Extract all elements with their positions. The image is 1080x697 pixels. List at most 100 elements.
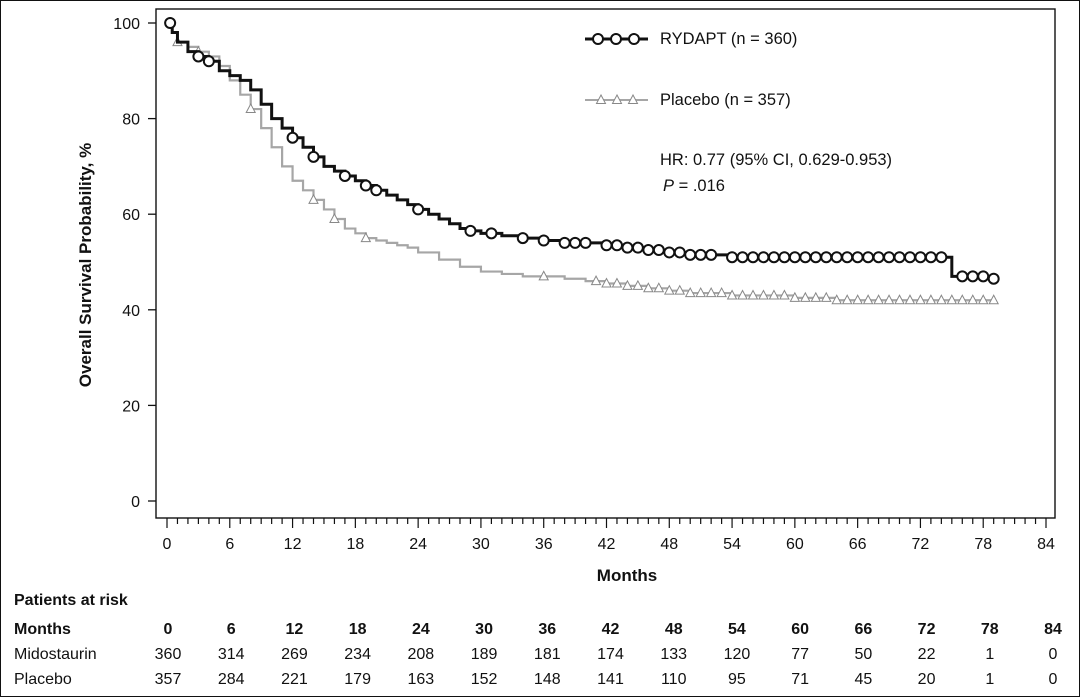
x-axis-title: Months [597,566,657,585]
censor-mark-placebo [779,289,790,300]
censor-mark-rydapt [820,251,833,264]
x-tick-label: 30 [472,536,490,553]
censor-mark-placebo [831,294,843,305]
censor-mark-placebo [977,294,989,305]
censor-mark-rydapt [485,227,498,240]
risk-cell: 22 [918,646,936,663]
censor-mark-placebo [946,294,958,305]
censor-mark-placebo [768,289,780,300]
censor-mark-rydapt [370,184,383,197]
p-value-annotation: P = .016 [663,177,725,195]
x-tick-label: 54 [723,536,741,553]
censor-mark-rydapt [767,251,780,264]
censor-mark-rydapt [872,251,885,264]
legend-triangle [627,93,639,104]
censor-mark-rydapt [924,251,937,264]
censor-mark-placebo [936,294,947,305]
risk-cell: 357 [155,671,182,688]
censor-mark-placebo [611,277,623,288]
censor-mark-rydapt [579,236,592,249]
censor-mark-placebo [820,291,832,302]
risk-cell: 208 [408,646,435,663]
risk-table-cells: 0 6 12 18 24 30 36 42 48 54 60 66 72 78 84 360 314 269 234… [155,621,1062,688]
censor-mark-rydapt [202,55,215,68]
risk-cell: 71 [791,671,809,688]
x-tick-label: 84 [1037,536,1055,553]
risk-cell: 360 [155,646,182,663]
legend: RYDAPT (n = 360) Placebo (n = 357) [585,30,797,109]
censor-mark-placebo [810,291,822,302]
censor-mark-rydapt [809,251,822,264]
x-axis: 0 6 12 18 24 30 36 42 48 54 60 66 72 78 84 [163,518,1055,553]
censor-mark-rydapt [987,272,1000,285]
censor-mark-rydapt [851,251,864,264]
y-axis: 0 20 40 60 80 100 [113,16,156,511]
risk-cell: 77 [791,646,809,663]
risk-cell: 174 [597,646,624,663]
censor-mark-placebo [674,284,686,295]
censor-mark-rydapt [192,50,205,63]
censor-mark-placebo [758,289,769,300]
series-layer [164,17,1000,305]
censor-mark-placebo [726,289,738,300]
censor-mark-rydapt [977,270,990,283]
legend-circle [610,33,622,45]
censor-mark-placebo [695,287,707,298]
risk-cell: 0 [1049,646,1058,663]
censor-mark-placebo [967,294,979,305]
risk-cell: 221 [281,671,308,688]
risk-header-time: 60 [791,621,809,638]
risk-cell: 179 [344,671,371,688]
risk-cell: 152 [471,671,498,688]
x-tick-label: 36 [535,536,553,553]
risk-table-header-label: Months [14,621,71,638]
risk-header-time: 12 [286,621,304,638]
legend-label-placebo: Placebo (n = 357) [660,91,791,109]
censor-mark-rydapt [705,248,718,261]
legend-triangle [595,93,607,104]
censor-mark-placebo [632,279,644,290]
censor-mark-rydapt [862,251,875,264]
censor-mark-rydapt [956,270,969,283]
censor-mark-rydapt [631,241,644,254]
censor-mark-rydapt [338,169,351,182]
censor-mark-placebo [925,294,937,305]
risk-cell: 1 [985,671,994,688]
censor-mark-placebo [538,270,550,281]
censor-mark-placebo [716,287,727,298]
y-tick-label: 40 [122,303,140,320]
censor-mark-rydapt [778,251,791,264]
censor-mark-placebo [873,294,884,305]
y-tick-label: 60 [122,207,140,224]
risk-cell: 20 [918,671,936,688]
censor-mark-rydapt [747,251,759,264]
risk-header-time: 54 [728,621,746,638]
risk-cell: 45 [854,671,872,688]
censor-mark-rydapt [736,251,749,264]
censor-mark-placebo [915,294,926,305]
x-tick-label: 12 [284,536,302,553]
censor-mark-rydapt [841,251,854,264]
y-tick-label: 80 [122,112,140,129]
censor-mark-rydapt [966,270,979,283]
censor-mark-rydapt [893,251,906,264]
risk-row-label-placebo: Placebo [14,671,72,688]
x-tick-label: 66 [849,536,867,553]
y-tick-label: 0 [131,494,140,511]
risk-header-time: 42 [602,621,620,638]
legend-circle [628,33,640,45]
censor-mark-rydapt [610,239,623,252]
x-tick-label: 48 [660,536,678,553]
x-tick-label: 0 [163,536,172,553]
risk-cell: 120 [724,646,751,663]
legend-triangle [611,93,623,104]
censor-mark-placebo [643,282,654,293]
censor-mark-rydapt [359,179,372,192]
censor-mark-placebo [737,289,748,300]
censor-mark-rydapt [673,246,686,259]
risk-header-time: 0 [164,621,173,638]
censor-mark-placebo [329,212,340,223]
risk-table-title: Patients at risk [14,592,128,609]
risk-cell: 50 [854,646,872,663]
risk-cell: 133 [660,646,687,663]
